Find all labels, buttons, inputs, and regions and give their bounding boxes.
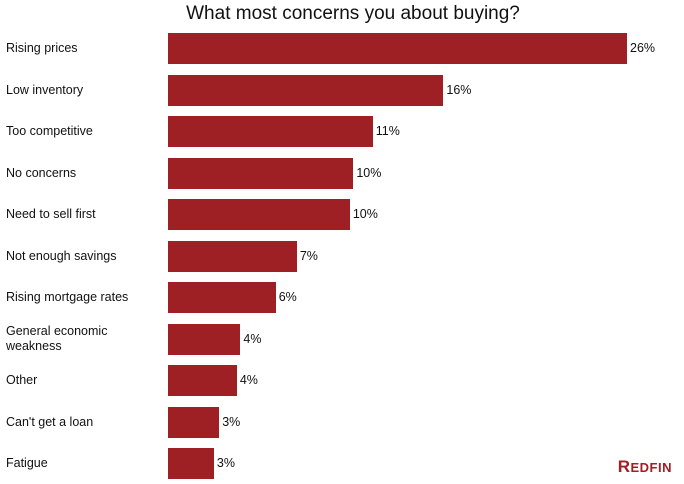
data-label: 26% [630, 41, 656, 55]
bar [168, 157, 354, 189]
bar [168, 33, 627, 64]
bar [168, 365, 237, 396]
category-label: Not enough savings [6, 248, 117, 263]
redfin-logo: REDFIN [617, 457, 672, 476]
data-label: 4% [239, 373, 258, 387]
bar [168, 74, 444, 106]
category-label: Low inventory [6, 82, 84, 97]
data-label: 16% [446, 82, 472, 97]
bar [168, 199, 350, 230]
data-label: 11% [375, 124, 400, 138]
category-label: Rising mortgage rates [6, 290, 129, 304]
category-label: Rising prices [6, 41, 78, 55]
data-label: 10% [356, 165, 382, 180]
bar [168, 116, 373, 147]
category-label: No concerns [6, 165, 77, 180]
category-label: Can't get a loan [6, 414, 94, 429]
bar [168, 448, 214, 479]
data-label: 10% [352, 207, 378, 221]
data-label: 7% [299, 248, 318, 263]
chart-title: What most concerns you about buying? [186, 3, 520, 24]
category-label: Other [6, 373, 38, 387]
bar [168, 282, 276, 313]
bar [168, 323, 241, 355]
category-label: Too competitive [6, 124, 93, 138]
category-label: Fatigue [6, 456, 48, 470]
bar [168, 406, 220, 438]
bar [168, 240, 297, 272]
data-label: 6% [278, 290, 297, 304]
data-label: 3% [216, 456, 235, 470]
category-label: Need to sell first [6, 207, 96, 221]
category-label: General economic weakness [6, 324, 108, 353]
data-label: 3% [222, 414, 241, 429]
data-label: 4% [243, 331, 262, 346]
